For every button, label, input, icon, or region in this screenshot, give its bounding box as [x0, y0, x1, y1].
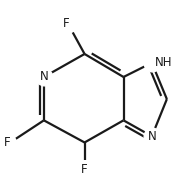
Text: N: N [40, 70, 48, 83]
Text: N: N [147, 130, 156, 143]
Text: NH: NH [155, 56, 172, 69]
Text: F: F [63, 17, 69, 30]
Text: F: F [3, 136, 10, 149]
Text: F: F [81, 163, 88, 176]
